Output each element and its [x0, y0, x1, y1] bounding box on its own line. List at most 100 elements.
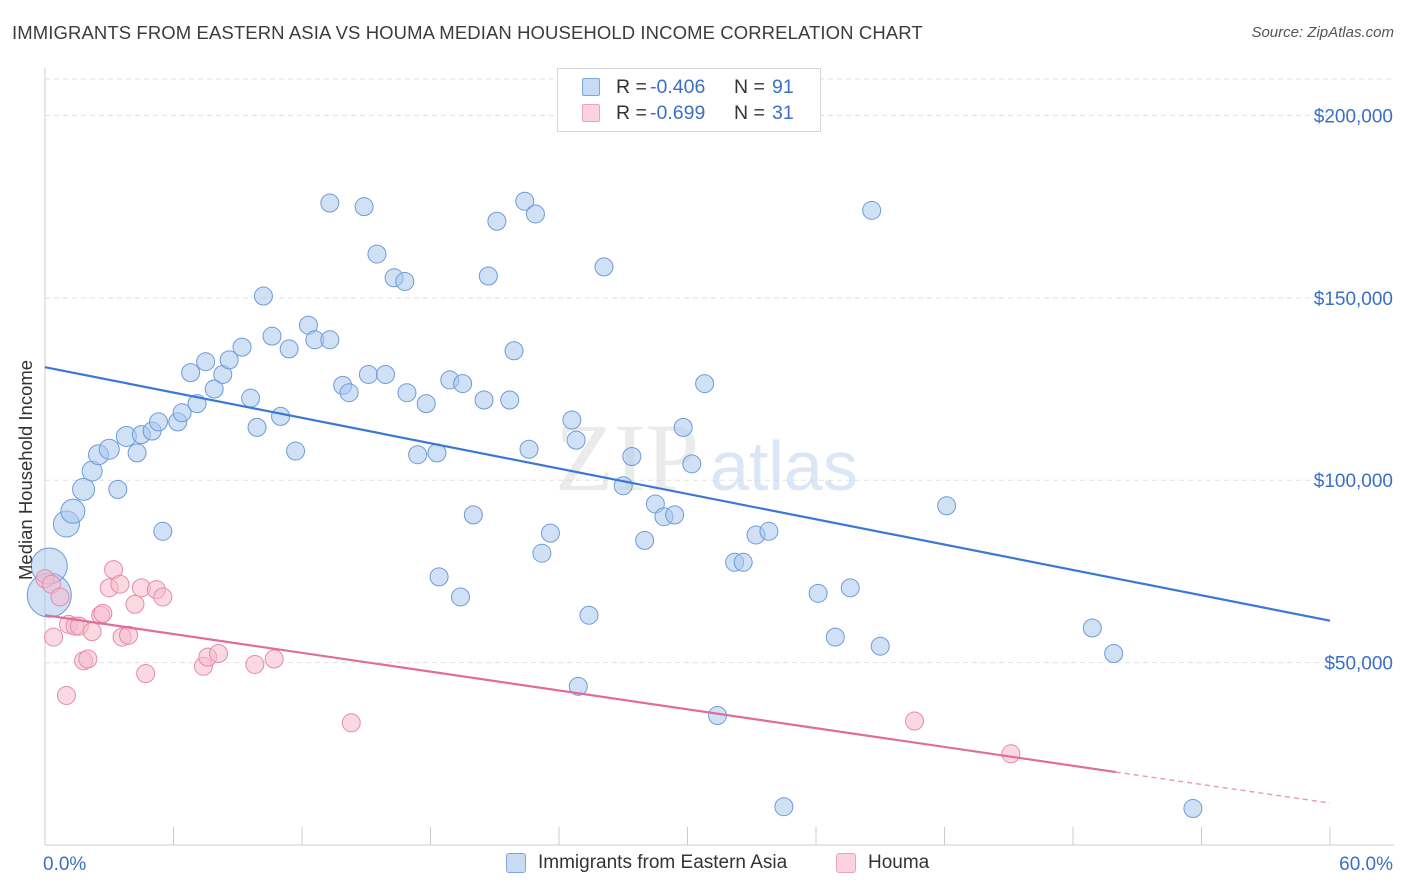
legend-r-value: -0.699 [650, 101, 706, 124]
data-point-immigrants [673, 417, 693, 437]
legend-r-value: -0.406 [650, 75, 706, 98]
data-point-immigrants [487, 211, 507, 231]
data-point-immigrants [478, 266, 498, 286]
data-point-houma [93, 603, 113, 623]
data-point-immigrants [840, 578, 860, 598]
data-point-immigrants [416, 394, 436, 414]
data-point-immigrants [1183, 799, 1203, 819]
legend-swatch-pink [836, 853, 856, 873]
y-axis-label: Median Household Income [15, 359, 36, 580]
data-point-immigrants [196, 352, 216, 372]
legend-n-value: 91 [772, 75, 794, 98]
gridlines [45, 78, 1394, 664]
data-point-immigrants [72, 477, 96, 501]
series-houma [35, 560, 1021, 764]
data-point-immigrants [808, 583, 828, 603]
data-point-houma [208, 644, 228, 663]
data-point-immigrants [354, 197, 374, 217]
legend-swatch-blue [582, 78, 600, 96]
legend-n-label: N = [734, 101, 765, 124]
data-point-immigrants [204, 379, 224, 399]
data-point-immigrants [172, 403, 192, 423]
data-point-immigrants [568, 676, 588, 696]
data-point-immigrants [241, 388, 261, 408]
legend-n-value: 31 [772, 101, 794, 124]
data-point-immigrants [453, 374, 473, 394]
data-point-immigrants [149, 412, 169, 432]
data-point-houma [119, 625, 139, 645]
data-point-immigrants [463, 505, 483, 525]
data-point-immigrants [519, 439, 539, 459]
data-point-immigrants [665, 505, 685, 525]
trend-lines [44, 366, 1331, 804]
data-point-immigrants [153, 521, 173, 541]
correlation-legend: R = -0.406 N = 91 R = -0.699 N = 31 [557, 68, 821, 132]
series-immigrants-eastern-asia [26, 191, 1203, 819]
legend-label: Houma [868, 852, 930, 873]
legend-item-immigrants[interactable]: Immigrants from Eastern Asia [506, 852, 787, 874]
data-point-immigrants [515, 191, 535, 211]
data-point-immigrants [562, 410, 582, 430]
data-point-houma [905, 711, 925, 731]
x-tick-label: 0.0% [43, 854, 86, 875]
data-point-immigrants [279, 339, 299, 359]
data-point-immigrants [504, 341, 524, 361]
data-point-houma [153, 587, 173, 607]
legend-swatch-blue [506, 853, 526, 873]
y-tick-label: $100,000 [1314, 471, 1393, 492]
data-point-immigrants [320, 193, 340, 213]
data-point-immigrants [286, 441, 306, 461]
data-point-houma [1001, 744, 1021, 764]
data-point-immigrants [262, 326, 282, 346]
data-point-immigrants [232, 337, 252, 357]
data-point-houma [78, 649, 98, 669]
data-point-immigrants [532, 543, 552, 563]
data-point-immigrants [862, 200, 882, 220]
data-point-immigrants [219, 350, 239, 370]
y-tick-label: $150,000 [1314, 289, 1393, 310]
data-point-immigrants [937, 496, 957, 516]
data-point-immigrants [695, 374, 715, 394]
legend-r-label: R = [616, 75, 647, 98]
data-point-houma [125, 594, 145, 614]
data-point-immigrants [825, 627, 845, 647]
trend-line-houma [44, 614, 1116, 774]
axes [44, 68, 1394, 846]
data-point-houma [44, 627, 64, 647]
data-point-immigrants [271, 406, 291, 426]
y-tick-label: $200,000 [1314, 106, 1393, 127]
data-point-immigrants [408, 445, 428, 465]
data-point-immigrants [127, 443, 147, 463]
series-legend: Immigrants from Eastern Asia Houma [0, 852, 1406, 876]
legend-item-houma[interactable]: Houma [836, 852, 929, 874]
data-point-immigrants [622, 447, 642, 467]
data-point-immigrants [247, 417, 267, 437]
data-point-immigrants [181, 363, 201, 383]
trend-line-houma-extension [1115, 771, 1331, 804]
data-point-immigrants [253, 286, 273, 306]
data-point-houma [82, 622, 102, 642]
data-point-immigrants [397, 383, 417, 403]
y-tick-label: $50,000 [1324, 654, 1393, 675]
chart-title: IMMIGRANTS FROM EASTERN ASIA VS HOUMA ME… [12, 22, 923, 43]
data-point-immigrants [635, 530, 655, 550]
x-tick-label: 60.0% [1339, 854, 1393, 875]
data-point-immigrants [367, 244, 387, 264]
watermark-atlas: atlas [710, 427, 858, 505]
legend-label: Immigrants from Eastern Asia [538, 852, 788, 873]
data-point-immigrants [759, 521, 779, 541]
data-point-houma [341, 713, 361, 733]
data-point-immigrants [733, 552, 753, 572]
legend-row-blue: R = -0.406 N = 91 [582, 75, 794, 99]
data-point-immigrants [320, 330, 340, 350]
data-point-immigrants [108, 479, 128, 499]
data-point-immigrants [579, 605, 599, 625]
data-point-immigrants [870, 636, 890, 656]
data-point-immigrants [594, 257, 614, 277]
data-point-immigrants [450, 587, 470, 607]
legend-row-pink: R = -0.699 N = 31 [582, 101, 794, 125]
data-point-immigrants [60, 498, 86, 524]
data-point-immigrants [474, 390, 494, 410]
data-point-immigrants [339, 383, 359, 403]
